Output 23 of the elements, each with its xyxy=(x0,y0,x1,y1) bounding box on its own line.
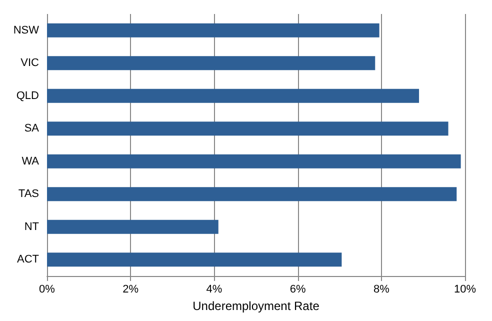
y-tick-label: SA xyxy=(24,122,40,135)
y-tick-label: NT xyxy=(24,220,40,233)
y-tick-label: ACT xyxy=(17,254,40,266)
y-tick-label: NSW xyxy=(13,24,40,36)
x-tick-label: 8% xyxy=(373,284,390,296)
x-axis-title: Underemployment Rate xyxy=(192,298,320,313)
x-tick-label: 0% xyxy=(39,284,56,296)
x-tick-label: 10% xyxy=(454,284,476,296)
bar xyxy=(47,88,420,103)
x-tick-label: 2% xyxy=(122,284,139,296)
bar xyxy=(47,220,218,234)
y-tick-label: QLD xyxy=(16,90,40,102)
bar xyxy=(47,187,457,202)
x-tick-label: 4% xyxy=(206,284,222,296)
y-tick-label: WA xyxy=(22,155,40,168)
bar xyxy=(47,56,376,70)
x-tick-label: 6% xyxy=(290,284,306,296)
y-tick-label: TAS xyxy=(18,188,39,200)
bar xyxy=(47,154,461,168)
y-tick-label: VIC xyxy=(20,57,40,70)
bar xyxy=(47,23,380,38)
bar xyxy=(47,122,448,136)
bar xyxy=(47,252,342,267)
